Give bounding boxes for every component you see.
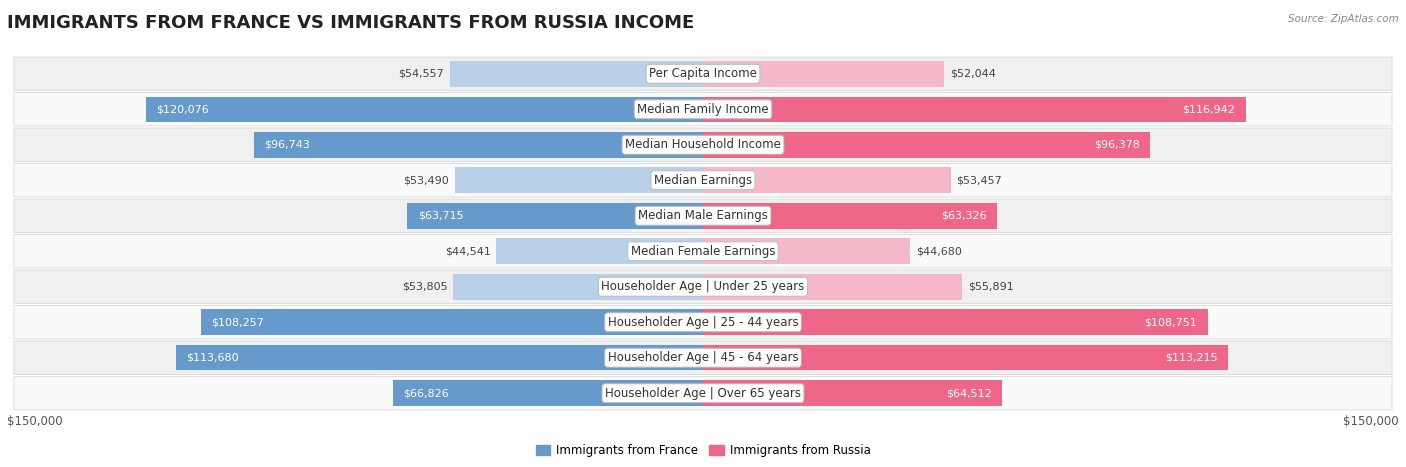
- Text: Median Household Income: Median Household Income: [626, 138, 780, 151]
- Text: Householder Age | Under 25 years: Householder Age | Under 25 years: [602, 280, 804, 293]
- FancyBboxPatch shape: [14, 234, 1392, 268]
- Text: $44,541: $44,541: [444, 246, 491, 256]
- Legend: Immigrants from France, Immigrants from Russia: Immigrants from France, Immigrants from …: [531, 439, 875, 462]
- Text: Householder Age | Over 65 years: Householder Age | Over 65 years: [605, 387, 801, 400]
- Text: $55,891: $55,891: [967, 282, 1014, 292]
- Bar: [496, 239, 703, 264]
- Text: $52,044: $52,044: [950, 69, 995, 79]
- Text: $63,715: $63,715: [418, 211, 464, 221]
- Bar: [703, 97, 1246, 122]
- Bar: [703, 203, 997, 228]
- Text: Per Capita Income: Per Capita Income: [650, 67, 756, 80]
- FancyBboxPatch shape: [14, 341, 1392, 375]
- Bar: [703, 274, 962, 299]
- Text: Householder Age | 25 - 44 years: Householder Age | 25 - 44 years: [607, 316, 799, 329]
- Text: Median Female Earnings: Median Female Earnings: [631, 245, 775, 258]
- Text: Householder Age | 45 - 64 years: Householder Age | 45 - 64 years: [607, 351, 799, 364]
- Bar: [201, 310, 703, 335]
- Bar: [703, 61, 945, 86]
- Text: $108,257: $108,257: [211, 317, 264, 327]
- Text: $116,942: $116,942: [1182, 104, 1234, 114]
- FancyBboxPatch shape: [14, 305, 1392, 339]
- FancyBboxPatch shape: [14, 199, 1392, 233]
- Bar: [703, 381, 1002, 406]
- Text: Median Earnings: Median Earnings: [654, 174, 752, 187]
- Bar: [703, 310, 1208, 335]
- Text: $96,743: $96,743: [264, 140, 311, 150]
- Text: $113,215: $113,215: [1166, 353, 1218, 363]
- Bar: [703, 168, 950, 193]
- Text: $63,326: $63,326: [941, 211, 987, 221]
- Text: $108,751: $108,751: [1144, 317, 1197, 327]
- Bar: [408, 203, 703, 228]
- Bar: [392, 381, 703, 406]
- Text: $150,000: $150,000: [7, 415, 63, 428]
- Text: $150,000: $150,000: [1343, 415, 1399, 428]
- Text: $53,805: $53,805: [402, 282, 447, 292]
- FancyBboxPatch shape: [14, 163, 1392, 197]
- Bar: [146, 97, 703, 122]
- Text: $96,378: $96,378: [1094, 140, 1140, 150]
- Bar: [703, 345, 1229, 370]
- Text: $64,512: $64,512: [946, 388, 991, 398]
- Bar: [703, 239, 910, 264]
- Text: IMMIGRANTS FROM FRANCE VS IMMIGRANTS FROM RUSSIA INCOME: IMMIGRANTS FROM FRANCE VS IMMIGRANTS FRO…: [7, 14, 695, 32]
- FancyBboxPatch shape: [14, 128, 1392, 162]
- Text: $113,680: $113,680: [186, 353, 239, 363]
- Bar: [453, 274, 703, 299]
- Bar: [454, 168, 703, 193]
- FancyBboxPatch shape: [14, 270, 1392, 304]
- Text: $53,490: $53,490: [404, 175, 450, 185]
- Text: Median Male Earnings: Median Male Earnings: [638, 209, 768, 222]
- FancyBboxPatch shape: [14, 376, 1392, 410]
- Bar: [254, 132, 703, 157]
- Text: $53,457: $53,457: [956, 175, 1002, 185]
- Text: $54,557: $54,557: [398, 69, 444, 79]
- Text: $120,076: $120,076: [156, 104, 209, 114]
- Bar: [703, 132, 1150, 157]
- Text: Median Family Income: Median Family Income: [637, 103, 769, 116]
- Text: $44,680: $44,680: [915, 246, 962, 256]
- Text: $66,826: $66,826: [404, 388, 449, 398]
- FancyBboxPatch shape: [14, 57, 1392, 91]
- Bar: [176, 345, 703, 370]
- Text: Source: ZipAtlas.com: Source: ZipAtlas.com: [1288, 14, 1399, 24]
- Bar: [450, 61, 703, 86]
- FancyBboxPatch shape: [14, 92, 1392, 126]
